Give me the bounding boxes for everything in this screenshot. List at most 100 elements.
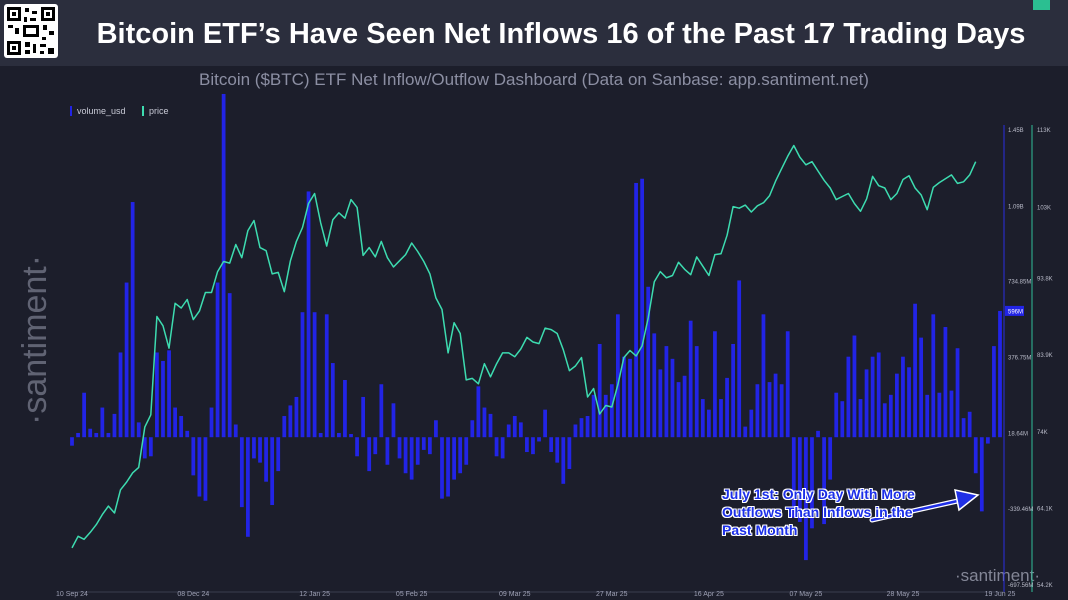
volume-bar <box>136 422 141 438</box>
annotation-callout: July 1st: Only Day With More Outflows Th… <box>722 486 915 538</box>
volume-bar <box>979 437 984 512</box>
volume-bar <box>130 202 135 438</box>
volume-bar <box>573 424 578 438</box>
price-tick-label: 93.8K <box>1037 277 1053 283</box>
volume-bar <box>409 437 414 480</box>
volume-bar <box>700 399 705 438</box>
price-tick-label: 103K <box>1037 205 1051 211</box>
volume-bar <box>646 286 651 438</box>
volume-bar <box>294 396 299 438</box>
chart-axes <box>70 125 1033 593</box>
volume-bar <box>525 437 529 453</box>
volume-bar <box>597 343 602 438</box>
volume-bar <box>955 348 960 438</box>
volume-bar <box>161 360 165 438</box>
volume-tick-label: -697.56M <box>1008 583 1033 589</box>
volume-bar <box>591 394 596 438</box>
volume-current-label: 596M <box>1008 309 1023 315</box>
volume-bar <box>330 363 335 438</box>
volume-bar <box>998 310 1002 438</box>
volume-bar <box>779 384 784 438</box>
chart-subtitle: Bitcoin ($BTC) ETF Net Inflow/Outflow Da… <box>199 70 869 89</box>
volume-bar <box>82 392 87 438</box>
volume-bar <box>755 384 760 438</box>
legend-entry-volume[interactable]: volume_usd <box>70 106 126 116</box>
volume-bar <box>743 426 748 438</box>
volume-bar <box>628 358 632 438</box>
volume-bar <box>810 437 814 529</box>
volume-bar <box>337 432 341 438</box>
volume-bar <box>919 337 924 438</box>
volume-bar <box>403 437 408 474</box>
volume-bar <box>864 369 869 438</box>
arrow-head <box>954 489 980 512</box>
volume-bar <box>185 430 190 438</box>
volume-bar <box>233 424 238 438</box>
y-axis-ticks: 1.45B 1.09B 734.85M 376.75M 18.64M -339.46M -6… <box>1005 0 1053 589</box>
volume-bar <box>118 352 123 438</box>
price-current-badge <box>1033 0 1050 10</box>
volume-bar <box>88 428 93 438</box>
volume-bar <box>664 346 669 438</box>
volume-bar <box>791 437 796 518</box>
volume-bar <box>288 405 293 438</box>
volume-bar <box>688 320 693 438</box>
volume-bar <box>421 437 426 450</box>
volume-tick-label: 1.45B <box>1008 128 1024 134</box>
volume-bar <box>343 380 347 438</box>
volume-bar <box>931 314 936 438</box>
volume-bar <box>719 399 723 438</box>
volume-bar <box>555 437 560 463</box>
x-tick-label: 12 Jan 25 <box>299 591 330 598</box>
price-tick-label: 74K <box>1037 430 1048 436</box>
volume-bar <box>961 418 966 438</box>
volume-bar <box>725 377 729 438</box>
volume-bar <box>761 314 766 438</box>
volume-bar <box>670 358 675 438</box>
volume-bar <box>203 437 208 501</box>
volume-bar <box>476 386 481 438</box>
volume-bar <box>397 437 402 459</box>
volume-bar <box>609 384 614 438</box>
santiment-watermark-vertical: ·santiment· <box>10 235 60 425</box>
legend-entry-price[interactable]: price <box>142 106 169 116</box>
annotation-arrow <box>869 489 980 523</box>
volume-bar <box>106 432 111 438</box>
volume-bar <box>676 382 681 438</box>
volume-bar <box>470 420 475 438</box>
volume-bar <box>616 314 620 438</box>
volume-bar <box>94 432 99 438</box>
volume-bar <box>440 437 444 499</box>
volume-bar <box>797 437 802 522</box>
volume-current-badge <box>1005 305 1024 316</box>
volume-bar <box>907 367 911 438</box>
volume-bar <box>579 418 584 438</box>
volume-bar <box>937 392 942 438</box>
volume-bar <box>870 356 875 438</box>
volume-bar <box>658 369 663 438</box>
volume-bar <box>464 437 469 465</box>
volume-bar <box>209 407 214 438</box>
legend-label-price: price <box>149 106 169 116</box>
volume-bar <box>112 413 117 438</box>
x-tick-label: 07 May 25 <box>790 591 823 598</box>
x-axis-ticks: 10 Sep 24 08 Dec 24 12 Jan 25 05 Feb 25 09 M… <box>56 591 1015 598</box>
volume-bar <box>391 403 396 438</box>
volume-bar <box>494 437 499 457</box>
volume-bar <box>737 280 742 438</box>
volume-bars <box>70 93 1002 561</box>
volume-bar <box>373 437 378 455</box>
volume-bar <box>282 416 287 438</box>
volume-bar <box>179 416 184 438</box>
volume-bar <box>349 434 353 438</box>
qr-code-icon[interactable] <box>4 4 58 58</box>
volume-bar <box>148 437 153 457</box>
volume-bar <box>197 437 202 497</box>
volume-bar <box>512 416 517 438</box>
volume-bar <box>882 403 887 438</box>
volume-bar <box>191 437 196 476</box>
volume-bar <box>561 437 566 484</box>
volume-tick-label: 376.75M <box>1008 355 1031 361</box>
arrow-shaft <box>870 498 964 522</box>
